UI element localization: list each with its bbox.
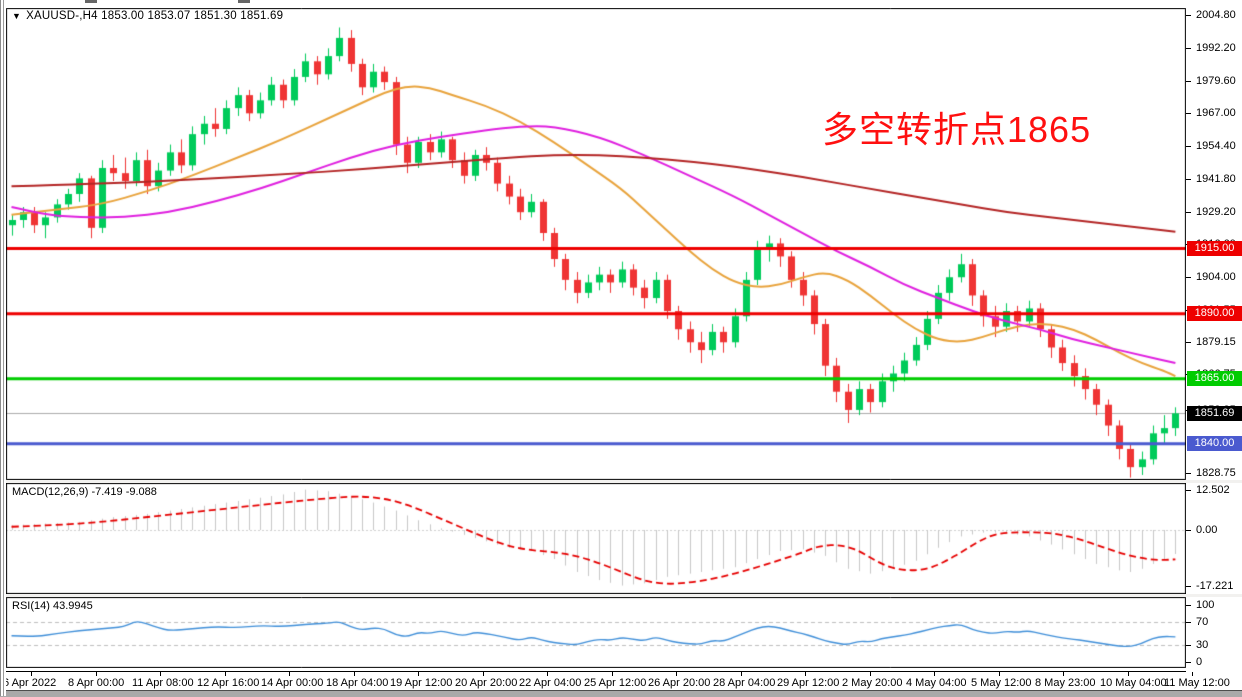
window-top-chrome <box>0 0 1242 7</box>
time-axis-label: 19 Apr 12:00 <box>390 677 453 689</box>
rsi-indicator-canvas[interactable] <box>6 597 1186 668</box>
time-axis-tick <box>96 672 97 676</box>
chrome-mark <box>85 0 97 3</box>
time-axis-label: 26 Apr 20:00 <box>648 677 711 689</box>
macd-axis-tick: 12.502 <box>1186 483 1230 497</box>
price-level-tag: 1890.00 <box>1187 306 1242 321</box>
time-axis-label: 6 Apr 2022 <box>3 677 57 689</box>
time-axis-label: 29 Apr 12:00 <box>777 677 840 689</box>
time-axis-label: 20 Apr 20:00 <box>455 677 518 689</box>
time-axis-tick <box>999 672 1000 676</box>
time-axis-tick <box>160 672 161 676</box>
time-axis-label: 5 May 12:00 <box>971 677 1032 689</box>
chart-annotation-text: 多空转折点1865 <box>822 109 1092 150</box>
time-axis-tick <box>31 672 32 676</box>
time-axis-label: 10 May 04:00 <box>1100 677 1167 689</box>
time-axis-label: 14 Apr 00:00 <box>261 677 324 689</box>
time-axis-label: 4 May 04:00 <box>906 677 967 689</box>
symbol-dropdown-icon[interactable]: ▼ <box>12 11 22 21</box>
rsi-axis-tick: 30 <box>1186 638 1208 652</box>
price-axis-tick: 1967.00 <box>1186 106 1236 120</box>
rsi-indicator-label: RSI(14) 43.9945 <box>12 600 93 612</box>
time-axis-label: 18 Apr 04:00 <box>326 677 389 689</box>
price-axis-tick: 1929.20 <box>1186 205 1236 219</box>
time-axis-label: 8 Apr 00:00 <box>68 677 125 689</box>
rsi-axis-tick: 100 <box>1186 598 1214 612</box>
time-axis-tick <box>225 672 226 676</box>
time-axis-tick <box>870 672 871 676</box>
chrome-mark <box>238 0 250 3</box>
time-axis-tick <box>934 672 935 676</box>
symbol-info-bar: ▼ XAUUSD-,H4 1853.00 1853.07 1851.30 1851… <box>12 10 283 22</box>
time-axis-tick <box>1063 672 1064 676</box>
window-bottom-chrome <box>0 690 1242 697</box>
time-axis-label: 12 Apr 16:00 <box>197 677 260 689</box>
price-level-tag: 1851.69 <box>1187 406 1242 421</box>
price-level-tag: 1915.00 <box>1187 241 1242 256</box>
price-axis-tick: 1828.75 <box>1186 466 1236 480</box>
time-axis-tick <box>547 672 548 676</box>
time-axis: 6 Apr 2022 8 Apr 00:00 11 Apr 08:00 12 Apr … <box>0 671 1230 692</box>
time-axis-tick <box>805 672 806 676</box>
macd-indicator-canvas[interactable] <box>6 483 1186 594</box>
time-axis-tick <box>612 672 613 676</box>
price-level-tag: 1840.00 <box>1187 436 1242 451</box>
time-axis-label: 22 Apr 04:00 <box>519 677 582 689</box>
price-level-tag: 1865.00 <box>1187 371 1242 386</box>
price-axis-tick: 1904.00 <box>1186 270 1236 284</box>
price-axis-tick: 2004.80 <box>1186 8 1236 22</box>
macd-indicator-label: MACD(12,26,9) -7.419 -9.088 <box>12 486 157 498</box>
time-axis-tick <box>418 672 419 676</box>
time-axis-label: 2 May 20:00 <box>842 677 903 689</box>
time-axis-tick <box>676 672 677 676</box>
rsi-axis-tick: 0 <box>1186 655 1202 669</box>
price-axis-tick: 1879.15 <box>1186 335 1236 349</box>
time-axis-tick <box>483 672 484 676</box>
window-left-chrome <box>0 0 6 696</box>
price-axis-tick: 1954.40 <box>1186 139 1236 153</box>
symbol-quote-text: XAUUSD-,H4 1853.00 1853.07 1851.30 1851.… <box>26 10 284 22</box>
time-axis-tick <box>1192 672 1193 676</box>
time-axis-label: 11 May 12:00 <box>1164 677 1230 689</box>
macd-axis-tick: 0.00 <box>1186 523 1217 537</box>
pane-splitter[interactable] <box>0 480 1242 483</box>
time-axis-tick <box>354 672 355 676</box>
time-axis-label: 8 May 23:00 <box>1035 677 1096 689</box>
time-axis-tick <box>1128 672 1129 676</box>
time-axis-tick <box>289 672 290 676</box>
time-axis-label: 28 Apr 04:00 <box>713 677 776 689</box>
price-axis-tick: 1979.60 <box>1186 74 1236 88</box>
pane-splitter[interactable] <box>0 594 1242 597</box>
time-axis-tick <box>741 672 742 676</box>
time-axis-label: 25 Apr 12:00 <box>584 677 647 689</box>
price-axis-tick: 1941.80 <box>1186 172 1236 186</box>
main-price-chart-canvas[interactable] <box>6 8 1186 480</box>
macd-axis-tick: -17.221 <box>1186 579 1233 593</box>
price-axis-tick: 1992.20 <box>1186 41 1236 55</box>
rsi-axis-tick: 70 <box>1186 615 1208 629</box>
time-axis-label: 11 Apr 08:00 <box>132 677 194 689</box>
